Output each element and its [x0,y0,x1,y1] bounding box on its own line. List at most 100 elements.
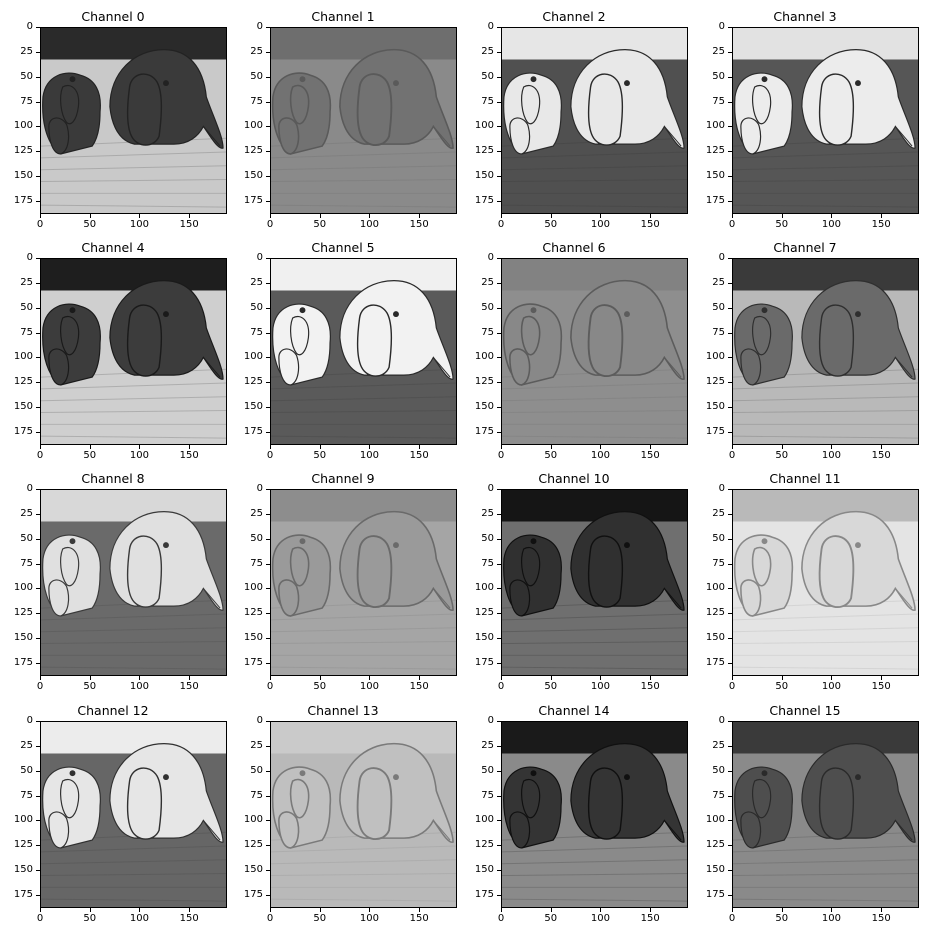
y-tick-label: 75 [250,557,263,569]
y-tick-label: 75 [481,326,494,338]
x-tick-label: 50 [775,450,789,461]
y-tick [497,258,501,259]
x-tick-label: 50 [775,219,789,230]
y-tick [728,870,732,872]
x-tick-label: 0 [728,681,736,692]
feature-map-graphic [733,28,918,213]
y-tick [728,489,732,490]
y-tick-label: 150 [705,170,725,182]
x-tick [40,445,41,449]
y-tick-label: 50 [481,764,494,776]
channel-image [40,489,227,676]
y-tick-label: 75 [481,557,494,569]
y-tick-label: 25 [712,276,725,288]
y-tick [497,845,501,847]
x-tick-label: 100 [129,450,149,461]
y-tick-label: 100 [13,351,33,363]
x-tick [881,908,883,912]
y-tick [497,588,501,590]
y-tick-label: 100 [13,814,33,826]
y-tick-label: 100 [705,582,725,594]
y-tick [497,27,501,28]
y-tick [36,151,40,153]
x-tick-label: 150 [640,913,660,924]
y-tick [36,663,40,665]
y-tick-label: 175 [474,426,494,438]
y-tick-label: 50 [250,301,263,313]
channel-image [270,258,457,445]
x-tick [781,445,783,449]
y-tick [497,151,501,153]
channel-panel: Channel 14 0 25 50 75 100 125 150 175 0 50 100 150 [461,694,691,924]
y-tick [266,332,270,334]
y-tick-label: 125 [243,145,263,157]
panel-title: Channel 2 [542,9,606,24]
y-tick [497,538,501,540]
y-tick [36,332,40,334]
y-tick [266,432,270,434]
y-tick [497,489,501,490]
x-tick-label: 150 [179,450,199,461]
x-tick-label: 50 [544,913,558,924]
y-tick-label: 125 [474,839,494,851]
feature-map-graphic [733,259,918,444]
y-tick-label: 75 [20,326,33,338]
y-tick-label: 25 [20,739,33,751]
y-tick [36,638,40,640]
x-tick-label: 0 [36,450,44,461]
channel-image [732,27,919,214]
y-tick [36,357,40,359]
y-tick [266,489,270,490]
y-tick-label: 175 [705,889,725,901]
x-tick-label: 0 [497,450,505,461]
channel-panel: Channel 12 0 25 50 75 100 125 150 175 0 50 100 150 [0,694,230,924]
y-tick-label: 150 [13,864,33,876]
y-tick [497,870,501,872]
y-tick [497,563,501,565]
y-tick-label: 100 [474,814,494,826]
x-tick-label: 0 [36,681,44,692]
x-tick-label: 100 [129,913,149,924]
y-tick-label: 50 [20,532,33,544]
y-tick [266,101,270,103]
y-tick-label: 0 [718,21,725,32]
y-tick-label: 100 [705,814,725,826]
y-tick [36,513,40,515]
y-tick-label: 125 [13,607,33,619]
x-tick-label: 150 [409,450,429,461]
y-tick [266,895,270,897]
feature-map-graphic [733,490,918,675]
y-tick [36,126,40,128]
y-tick-label: 25 [481,507,494,519]
y-tick [497,126,501,128]
x-tick-label: 50 [544,219,558,230]
y-tick-label: 50 [712,532,725,544]
y-tick-label: 0 [487,252,494,263]
y-tick-label: 150 [705,401,725,413]
y-tick [497,795,501,797]
y-tick-label: 125 [13,376,33,388]
y-tick-label: 0 [256,483,263,494]
y-tick [728,126,732,128]
x-tick-label: 0 [728,913,736,924]
y-tick [266,201,270,203]
x-tick [781,908,783,912]
x-tick [550,908,552,912]
x-tick-label: 50 [313,681,327,692]
y-tick-label: 150 [13,632,33,644]
x-tick-label: 150 [871,219,891,230]
y-tick-label: 50 [250,764,263,776]
x-tick-label: 0 [266,450,274,461]
y-tick [728,258,732,259]
y-tick-label: 100 [243,582,263,594]
x-tick [550,214,552,218]
channel-panel: Channel 2 0 25 50 75 100 125 150 175 0 50 100 150 [461,0,691,230]
x-tick-label: 100 [821,681,841,692]
x-tick-label: 50 [83,913,97,924]
y-tick [497,176,501,178]
channel-panel: Channel 4 0 25 50 75 100 125 150 175 0 50 100 150 [0,231,230,461]
channel-panel: Channel 11 0 25 50 75 100 125 150 175 0 50 100 150 [692,462,922,692]
y-tick [497,721,501,722]
panel-title: Channel 14 [538,703,610,718]
x-tick [89,908,91,912]
